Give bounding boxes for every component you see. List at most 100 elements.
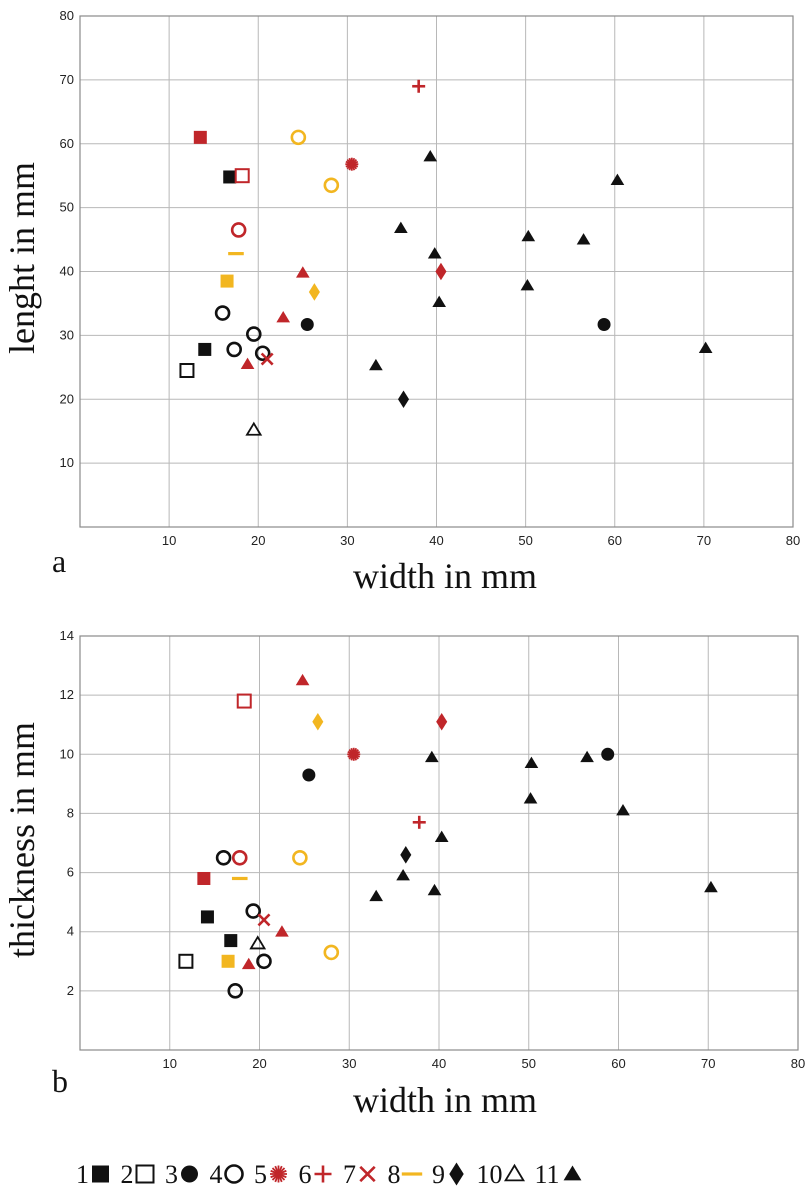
data-point-square xyxy=(179,363,195,379)
data-point-cross xyxy=(260,352,274,366)
data-point-diamond xyxy=(400,846,412,864)
y-tick-label: 8 xyxy=(67,805,74,820)
legend-label: 3 xyxy=(165,1160,178,1189)
x-tick-label: 60 xyxy=(611,1056,625,1071)
x-tick-label: 30 xyxy=(340,533,354,548)
grid-lines xyxy=(80,635,799,1050)
data-point-star xyxy=(347,747,361,761)
y-tick-label: 70 xyxy=(60,72,74,87)
x-tick-label: 80 xyxy=(786,533,800,548)
data-point-triangle xyxy=(616,803,630,816)
data-points xyxy=(178,673,718,999)
legend-label: 4 xyxy=(210,1160,223,1189)
data-point-diamond xyxy=(308,283,320,301)
data-point-triangle xyxy=(275,925,289,937)
data-point-plus xyxy=(412,815,426,829)
data-point-star xyxy=(345,157,359,171)
data-point-triangle xyxy=(427,883,442,896)
x-tick-label: 70 xyxy=(701,1056,715,1071)
x-tick-label: 60 xyxy=(608,533,622,548)
data-point-diamond xyxy=(436,712,448,731)
data-point-triangle xyxy=(249,935,267,950)
data-point-triangle xyxy=(369,358,383,371)
data-point-circle xyxy=(256,953,272,970)
y-tick-label: 40 xyxy=(60,264,74,279)
data-point-circle xyxy=(214,305,231,321)
legend-marker-triangle xyxy=(563,1165,582,1181)
data-point-circle xyxy=(290,129,307,146)
y-axis-title: thickness in mm xyxy=(2,722,42,958)
y-tick-label: 60 xyxy=(60,136,74,151)
data-point-triangle xyxy=(704,880,718,893)
data-point-square xyxy=(220,274,234,288)
x-tick-label: 10 xyxy=(163,1056,177,1071)
data-point-circle xyxy=(245,326,262,342)
data-point-square xyxy=(224,934,238,948)
data-point-square xyxy=(197,871,211,885)
data-point-triangle xyxy=(369,889,383,902)
legend-label: 11 xyxy=(535,1160,560,1189)
y-tick-label: 30 xyxy=(60,327,74,342)
y-tick-label: 6 xyxy=(67,865,74,880)
data-point-triangle xyxy=(576,233,591,245)
data-point-dash xyxy=(228,252,244,256)
legend-marker-star xyxy=(270,1165,287,1183)
data-point-circle xyxy=(226,341,242,358)
data-point-triangle xyxy=(424,750,439,763)
x-tick-label: 40 xyxy=(429,533,443,548)
data-point-circle xyxy=(323,944,340,961)
legend-label: 10 xyxy=(477,1160,503,1189)
data-point-square xyxy=(200,910,214,924)
x-tick-label: 20 xyxy=(251,533,265,548)
legend-label: 1 xyxy=(76,1160,89,1189)
data-points xyxy=(179,79,713,436)
data-point-triangle xyxy=(434,830,449,842)
x-axis-title: width in mm xyxy=(353,1080,537,1120)
data-point-circle xyxy=(597,318,611,332)
data-point-triangle xyxy=(295,673,310,686)
data-point-diamond xyxy=(312,712,324,731)
data-point-triangle xyxy=(520,279,535,291)
tick-labels: 10 20 30 40 50 60 70 80 10 20 30 40 50 60 70 80 xyxy=(60,8,801,548)
data-point-square xyxy=(198,342,212,356)
data-point-triangle xyxy=(276,310,291,323)
y-axis-title: lenght in mm xyxy=(2,162,42,354)
data-point-triangle xyxy=(295,266,310,278)
data-point-circle xyxy=(292,849,308,866)
x-tick-label: 80 xyxy=(791,1056,805,1071)
data-point-triangle xyxy=(524,756,539,769)
x-tick-label: 30 xyxy=(342,1056,356,1071)
data-point-circle xyxy=(302,768,316,782)
data-point-triangle xyxy=(698,341,713,354)
data-point-circle xyxy=(231,849,248,866)
panel-label-b: b xyxy=(52,1063,68,1099)
data-point-circle xyxy=(300,318,314,332)
scatter-panel-a: 10 20 30 40 50 60 70 80 10 20 30 40 50 60 70 80 width i… xyxy=(2,8,800,596)
data-point-triangle xyxy=(423,150,438,162)
x-tick-label: 50 xyxy=(522,1056,536,1071)
data-point-circle xyxy=(323,177,340,194)
data-point-circle xyxy=(230,222,247,238)
x-tick-label: 70 xyxy=(697,533,711,548)
legend-marker-square xyxy=(135,1164,155,1184)
data-point-triangle xyxy=(580,750,594,763)
data-point-triangle xyxy=(396,869,410,881)
legend-label: 7 xyxy=(343,1160,356,1189)
legend-label: 2 xyxy=(121,1160,134,1189)
legend-label: 5 xyxy=(254,1160,267,1189)
data-point-triangle xyxy=(432,295,446,308)
data-point-dash xyxy=(231,876,248,881)
data-point-circle xyxy=(245,903,262,919)
data-point-circle xyxy=(601,747,615,761)
data-point-triangle xyxy=(610,173,625,186)
legend-marker-circle xyxy=(181,1165,198,1183)
plot-frame xyxy=(79,15,794,528)
x-tick-label: 20 xyxy=(252,1056,266,1071)
data-point-triangle xyxy=(523,792,538,804)
data-point-square xyxy=(223,170,237,184)
data-point-cross xyxy=(257,913,271,927)
legend-label: 8 xyxy=(388,1160,401,1189)
legend-label: 6 xyxy=(299,1160,312,1189)
y-tick-label: 12 xyxy=(60,687,74,702)
